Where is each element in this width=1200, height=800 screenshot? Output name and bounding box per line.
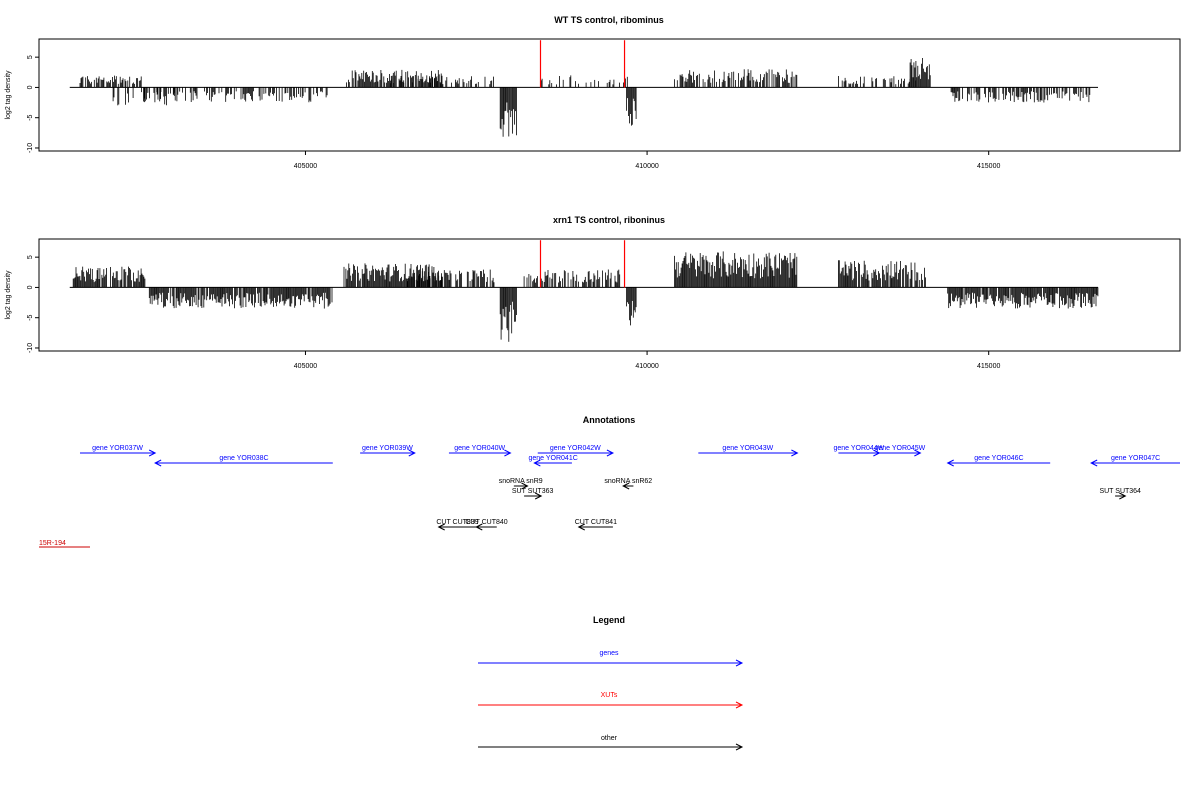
feature-arrowhead [1119,492,1127,500]
feature-arrowhead [946,459,954,467]
feature-arrowhead [1090,459,1098,467]
legend-item-xuts: XUTs [478,692,744,709]
feature-label: gene YOR045W [874,445,925,452]
xrn1-y-tick-label: -10 [27,343,34,353]
wt-track-panel: WT TS control, ribominus log2 tag densit… [5,15,1181,170]
feature-arrowhead [914,449,922,457]
feature-label: gene YOR041C [528,455,577,462]
xrn1-bars [69,240,1099,342]
wt-x-tick-label: 405000 [294,163,317,170]
annotation-feature: gene YOR042W [537,445,615,457]
legend-arrowhead-xuts [735,701,744,709]
feature-label: CUT CUT839 [436,519,478,526]
feature-label: snoRNA snR62 [604,478,652,485]
xrn1-track-panel: xrn1 TS control, riboninus log2 tag dens… [5,215,1181,370]
feature-label: gene YOR046C [974,455,1023,462]
feature-arrowhead [148,449,157,457]
legend-label-xuts: XUTs [601,692,618,699]
wt-y-tick-label: 5 [27,55,34,59]
annotation-feature: CUT CUT840 [465,519,508,531]
xrn1-plot-frame [38,238,1181,352]
xrn1-y-axis-label: log2 tag density [5,270,12,320]
xrn1-x-tick-label: 415000 [977,363,1000,370]
feature-arrowhead [504,449,512,457]
wt-x-tick-label: 410000 [635,163,658,170]
annotation-feature: gene YOR037W [79,445,157,457]
wt-track-title: WT TS control, ribominus [554,15,664,25]
wt-plot-frame [38,38,1181,152]
feature-label: gene YOR039W [362,445,413,452]
feature-label: gene YOR038C [219,455,268,462]
wt-bars [69,40,1099,137]
xrn1-x-tick-label: 405000 [294,363,317,370]
legend-arrowhead-other [735,743,744,751]
feature-label: CUT CUT840 [465,519,507,526]
feature-label: gene YOR042W [550,445,601,452]
feature-label: gene YOR040W [454,445,505,452]
annotation-feature: gene YOR045W [874,445,926,457]
feature-label: CUT CUT841 [575,519,617,526]
feature-label: gene YOR043W [722,445,773,452]
feature-arrowhead [154,459,162,467]
legend-label-genes: genes [599,650,619,657]
wt-y-axis-label: log2 tag density [5,70,12,120]
legend-arrowhead-genes [735,659,744,667]
feature-arrowhead [606,449,615,457]
feature-arrowhead [791,449,799,457]
wt-axes: -10 -5 0 5 405000 410000 415000 [27,55,1000,170]
annotations-title: Annotations [583,415,636,425]
feature-arrowhead [533,459,541,467]
annotation-features: gene YOR037W gene YOR038C gene YOR039W gene… [79,445,1180,531]
legend-item-other: other [478,735,744,751]
feature-arrowhead [437,523,445,531]
feature-arrowhead [534,492,543,500]
feature-arrowhead [408,449,416,457]
xrn1-axes: -10 -5 0 5 405000 410000 415000 [27,255,1000,370]
annotation-feature: gene YOR046C [946,455,1051,467]
legend-item-genes: genes [478,650,744,667]
legend-label-other: other [601,735,618,742]
feature-label: gene YOR037W [92,445,143,452]
wt-x-tick-label: 415000 [977,163,1000,170]
xrn1-y-tick-label: -5 [27,314,34,320]
feature-label: SUT SUT363 [512,488,554,495]
annotation-feature: gene YOR047C [1090,455,1180,467]
feature-arrowhead [521,482,529,490]
xrn1-x-tick-label: 410000 [635,363,658,370]
feature-arrowhead [622,482,630,490]
annotation-feature: gene YOR039W [360,445,416,457]
feature-arrowhead [577,523,585,531]
feature-label: snoRNA snR9 [499,478,543,485]
annotation-feature: gene YOR040W [448,445,512,457]
annotation-feature: SUT SUT363 [512,488,554,500]
annotation-feature: CUT CUT839 [436,519,479,531]
xrn1-y-tick-label: 5 [27,255,34,259]
annotation-feature: SUT SUT364 [1099,488,1141,500]
annotation-feature: gene YOR043W [698,445,799,457]
feature-label: gene YOR044W [833,445,884,452]
legend-title: Legend [593,615,625,625]
feature-label: SUT SUT364 [1099,488,1141,495]
feature-label: gene YOR047C [1111,455,1160,462]
xrn1-track-title: xrn1 TS control, riboninus [553,215,665,225]
wt-y-tick-label: 0 [27,85,34,89]
legend: Legend genes XUTs other [478,615,744,751]
xrn1-y-tick-label: 0 [27,285,34,289]
annotation-feature: CUT CUT841 [575,519,617,531]
wt-y-tick-label: -5 [27,114,34,120]
annotation-feature: snoRNA snR9 [499,478,543,490]
feature-arrowhead [475,523,483,531]
marker-label: 15R-194 [39,540,66,547]
annotation-feature: snoRNA snR62 [604,478,652,490]
annotation-feature: gene YOR038C [154,455,333,467]
wt-y-tick-label: -10 [27,143,34,153]
annotation-feature: gene YOR041C [528,455,578,467]
